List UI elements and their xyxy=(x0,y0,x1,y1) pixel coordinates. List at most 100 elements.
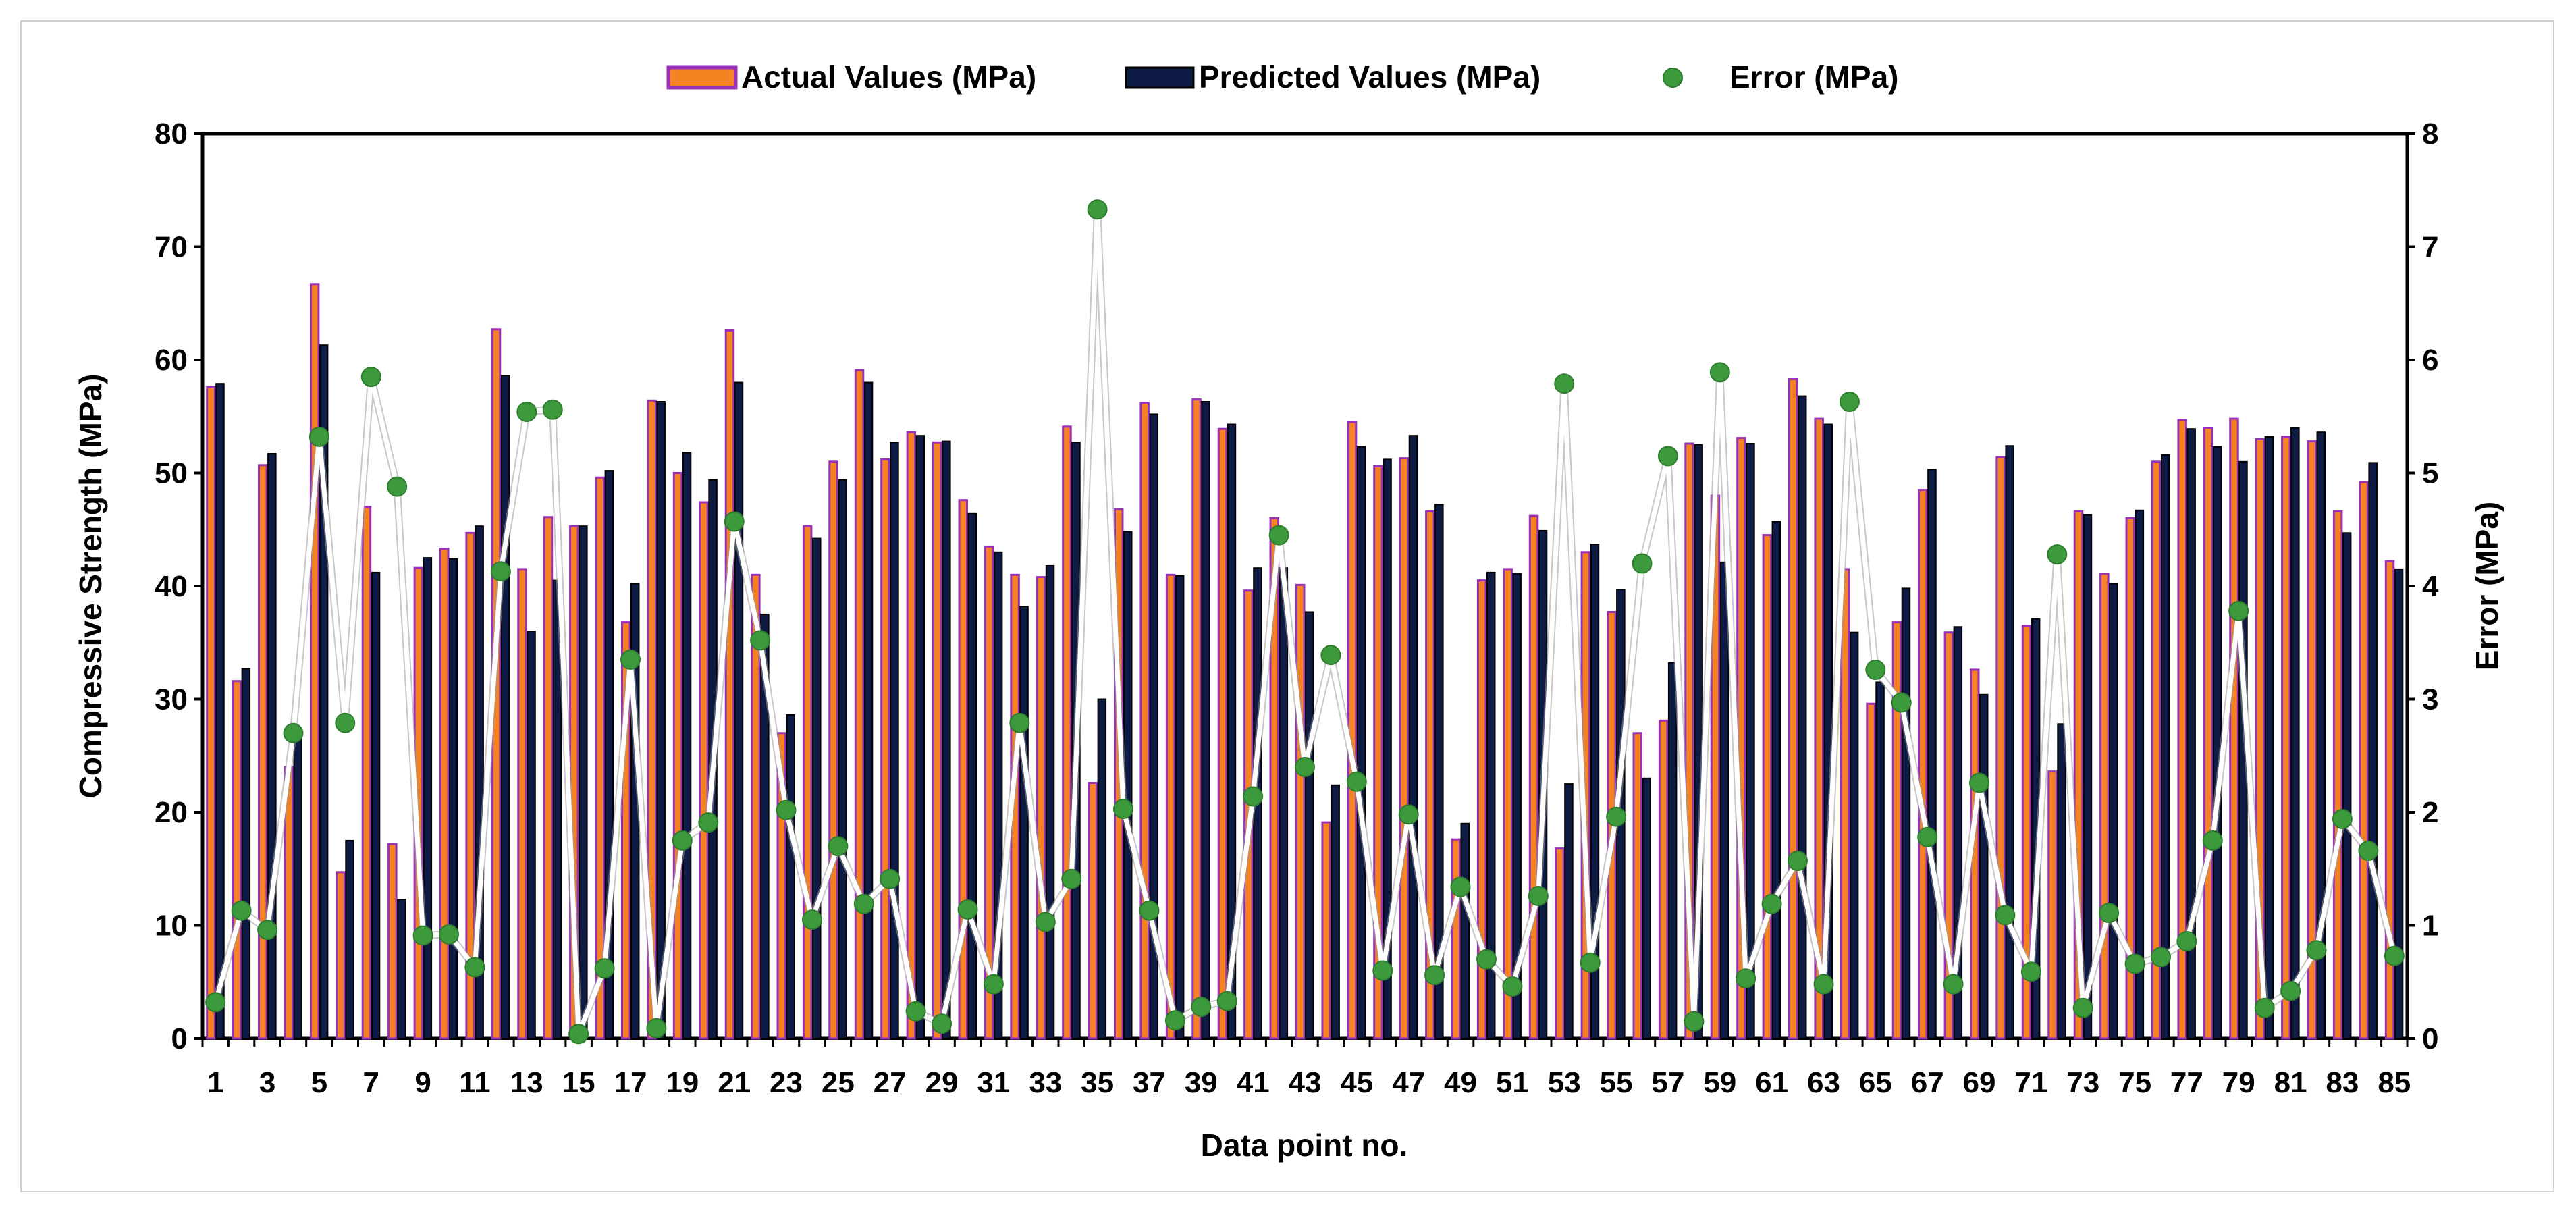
actual-bar-62 xyxy=(1788,378,1798,1040)
error-point-35 xyxy=(1087,199,1108,220)
actual-bar-34 xyxy=(1062,425,1072,1040)
legend-swatch-predicted xyxy=(1125,66,1195,89)
predicted-bar-38 xyxy=(1175,575,1185,1039)
x-tick-label-43: 43 xyxy=(1289,1066,1322,1099)
predicted-bar-40 xyxy=(1227,423,1237,1039)
error-point-25 xyxy=(828,836,849,857)
error-point-61 xyxy=(1761,893,1782,914)
actual-bar-2 xyxy=(232,680,242,1040)
error-point-64 xyxy=(1839,392,1860,412)
actual-bar-42 xyxy=(1269,517,1279,1040)
predicted-bar-6 xyxy=(345,839,354,1040)
actual-bar-22 xyxy=(751,573,761,1040)
x-tick-label-19: 19 xyxy=(666,1066,699,1099)
error-point-11 xyxy=(464,957,485,978)
actual-bar-56 xyxy=(1632,732,1642,1040)
x-tick-label-33: 33 xyxy=(1029,1066,1062,1099)
error-point-72 xyxy=(2047,544,2068,565)
actual-bar-47 xyxy=(1399,457,1410,1040)
predicted-bar-15 xyxy=(579,525,588,1039)
error-point-30 xyxy=(957,899,978,920)
actual-bar-79 xyxy=(2229,417,2239,1040)
error-point-69 xyxy=(1969,772,1989,793)
legend-label-error: Error (MPa) xyxy=(1729,59,1898,95)
error-point-57 xyxy=(1657,446,1678,467)
predicted-bar-3 xyxy=(267,453,277,1039)
error-point-14 xyxy=(542,399,563,420)
actual-bar-8 xyxy=(387,843,398,1040)
error-point-77 xyxy=(2176,931,2197,951)
x-tick-label-59: 59 xyxy=(1703,1066,1736,1099)
x-tick-label-23: 23 xyxy=(770,1066,803,1099)
error-point-85 xyxy=(2384,945,2405,966)
error-point-50 xyxy=(1476,949,1497,970)
x-tick-label-61: 61 xyxy=(1755,1066,1788,1099)
predicted-bar-32 xyxy=(1019,606,1029,1039)
x-tick-label-9: 9 xyxy=(414,1066,431,1099)
actual-bar-7 xyxy=(361,506,372,1040)
actual-bar-30 xyxy=(958,499,968,1040)
x-tick-label-21: 21 xyxy=(718,1066,751,1099)
predicted-bar-1 xyxy=(215,383,225,1039)
actual-bar-76 xyxy=(2151,460,2162,1040)
actual-bar-43 xyxy=(1295,583,1306,1040)
predicted-bar-23 xyxy=(786,714,795,1040)
actual-bar-11 xyxy=(465,531,475,1040)
predicted-bar-84 xyxy=(2368,462,2378,1039)
error-point-13 xyxy=(516,402,537,422)
predicted-bar-42 xyxy=(1279,567,1289,1039)
right-tick-label-2: 2 xyxy=(2422,796,2438,829)
error-point-19 xyxy=(672,830,693,851)
error-point-58 xyxy=(1684,1011,1705,1032)
actual-bar-35 xyxy=(1088,782,1098,1040)
actual-bar-50 xyxy=(1476,579,1487,1040)
error-point-4 xyxy=(283,722,304,743)
predicted-bar-50 xyxy=(1486,571,1496,1039)
actual-bar-40 xyxy=(1217,427,1228,1040)
actual-bar-1 xyxy=(206,386,216,1040)
error-point-34 xyxy=(1061,868,1082,889)
error-point-60 xyxy=(1736,968,1756,989)
error-point-78 xyxy=(2202,830,2223,851)
actual-bar-49 xyxy=(1451,838,1461,1040)
predicted-bar-35 xyxy=(1097,698,1107,1039)
error-point-28 xyxy=(905,1001,926,1022)
error-point-71 xyxy=(2020,961,2041,982)
error-point-7 xyxy=(360,367,381,388)
actual-bar-37 xyxy=(1139,402,1150,1040)
actual-bar-21 xyxy=(724,329,735,1040)
predicted-bar-24 xyxy=(812,537,822,1039)
predicted-bar-4 xyxy=(293,735,302,1040)
error-point-65 xyxy=(1865,660,1886,680)
predicted-bar-53 xyxy=(1564,783,1574,1039)
actual-bar-53 xyxy=(1555,847,1565,1040)
left-tick-label-10: 10 xyxy=(155,909,188,943)
error-point-74 xyxy=(2099,903,2120,924)
left-tick-label-30: 30 xyxy=(155,683,188,716)
x-tick-label-75: 75 xyxy=(2118,1066,2151,1099)
predicted-bar-39 xyxy=(1201,401,1210,1039)
error-point-15 xyxy=(568,1024,589,1045)
x-tick-label-57: 57 xyxy=(1651,1066,1684,1099)
error-point-73 xyxy=(2072,997,2093,1018)
actual-bar-28 xyxy=(906,431,917,1040)
right-tick-label-8: 8 xyxy=(2422,117,2438,151)
error-point-82 xyxy=(2306,940,2327,961)
legend: Actual Values (MPa) Predicted Values (MP… xyxy=(666,59,1898,95)
right-tick-label-1: 1 xyxy=(2422,909,2438,943)
error-point-24 xyxy=(802,909,822,930)
error-point-17 xyxy=(620,649,641,670)
left-tick-label-50: 50 xyxy=(155,457,188,490)
predicted-bar-22 xyxy=(760,613,770,1039)
x-tick-label-35: 35 xyxy=(1081,1066,1114,1099)
actual-bar-46 xyxy=(1373,465,1383,1040)
error-point-83 xyxy=(2332,809,2353,829)
error-point-75 xyxy=(2124,953,2145,974)
x-tick-label-53: 53 xyxy=(1548,1066,1581,1099)
predicted-bar-10 xyxy=(449,558,458,1039)
x-tick-label-25: 25 xyxy=(822,1066,855,1099)
predicted-bar-73 xyxy=(2083,514,2093,1039)
error-point-81 xyxy=(2280,980,2301,1001)
actual-bar-39 xyxy=(1191,398,1202,1040)
right-tick-label-4: 4 xyxy=(2422,570,2439,603)
